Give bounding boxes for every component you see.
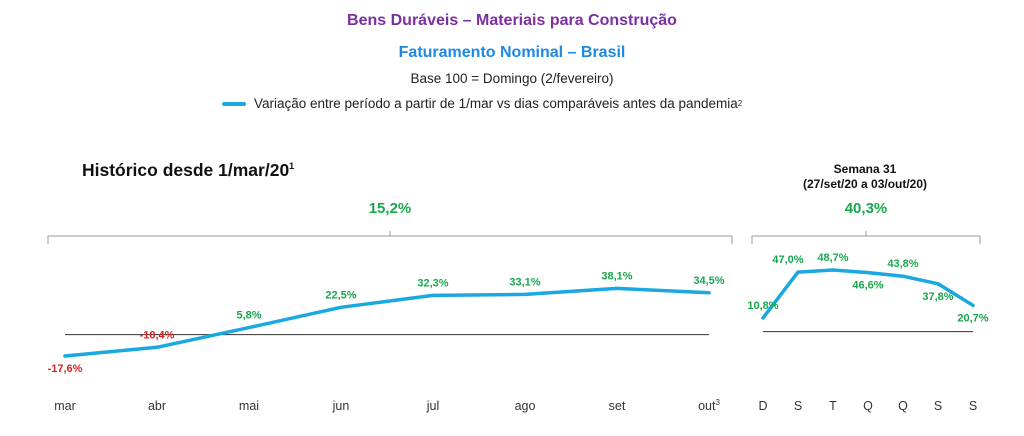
- week-data-point: [901, 274, 905, 278]
- history-data-point: [431, 293, 435, 297]
- legend-label: Variação entre período a partir de 1/mar…: [254, 96, 738, 111]
- week-data-point: [796, 270, 800, 274]
- week-bracket: [751, 231, 981, 244]
- history-data-point: [615, 286, 619, 290]
- history-title-text: Histórico desde 1/mar/20: [82, 160, 290, 180]
- history-data-label: 33,1%: [509, 276, 540, 288]
- history-x-tick-label: jun: [332, 399, 350, 413]
- history-title-footnote: 1: [289, 161, 295, 172]
- history-chart-title: Histórico desde 1/mar/201: [82, 160, 294, 181]
- history-data-label: 38,1%: [601, 270, 632, 282]
- week-data-label: 20,7%: [957, 312, 988, 324]
- legend-line-swatch: [222, 101, 246, 106]
- history-data-point: [247, 326, 251, 330]
- history-data-point: [339, 305, 343, 309]
- week-subtitle-text: (27/set/20 a 03/out/20): [802, 177, 928, 191]
- week-summary-value: 40,3%: [845, 200, 888, 217]
- history-data-point: [523, 292, 527, 296]
- page-subtitle: Faturamento Nominal – Brasil: [398, 44, 626, 61]
- history-x-tick-label: out3: [698, 398, 720, 413]
- history-data-point: [707, 291, 711, 295]
- week-data-point: [866, 271, 870, 275]
- legend-footnote: 2: [737, 99, 743, 108]
- history-summary-value: 15,2%: [369, 200, 412, 217]
- week-data-point: [936, 282, 940, 286]
- week-x-tick-label: Q: [898, 399, 908, 413]
- week-x-tick-label: S: [794, 399, 802, 413]
- base-note: Base 100 = Domingo (2/fevereiro): [410, 71, 614, 86]
- week-data-label: 43,8%: [887, 258, 918, 270]
- week-data-label: 37,8%: [922, 291, 953, 303]
- history-data-label: 5,8%: [236, 310, 261, 322]
- week-data-label: 10,8%: [747, 300, 778, 312]
- week-data-label: 48,7%: [817, 252, 848, 264]
- history-data-label: 32,3%: [417, 277, 448, 289]
- history-x-tick-label: ago: [515, 399, 536, 413]
- week-x-tick-label: Q: [863, 399, 873, 413]
- history-data-point: [155, 345, 159, 349]
- history-data-label: -10,4%: [140, 329, 175, 341]
- week-data-point: [831, 268, 835, 272]
- history-data-label: 22,5%: [325, 289, 356, 301]
- week-data-point: [971, 303, 975, 307]
- legend: Variação entre período a partir de 1/mar…: [222, 96, 742, 111]
- history-x-tick-footnote: 3: [715, 398, 720, 407]
- page-title: Bens Duráveis – Materiais para Construçã…: [347, 12, 677, 29]
- history-x-tick-label: abr: [148, 399, 166, 413]
- history-x-tick-label: mai: [239, 399, 259, 413]
- week-x-tick-label: D: [758, 399, 767, 413]
- history-data-point: [63, 354, 67, 358]
- history-data-label: -17,6%: [48, 363, 83, 375]
- week-data-point: [761, 316, 765, 320]
- history-x-tick-label: set: [609, 399, 626, 413]
- week-title-text: Semana 31: [833, 162, 897, 176]
- history-series-line: [63, 286, 711, 358]
- history-x-tick-label: mar: [54, 399, 76, 413]
- week-data-label: 46,6%: [852, 280, 883, 292]
- week-x-tick-label: S: [934, 399, 942, 413]
- week-chart-title: Semana 31 (27/set/20 a 03/out/20): [760, 162, 970, 192]
- week-data-label: 47,0%: [772, 254, 803, 266]
- week-x-tick-label: T: [829, 399, 837, 413]
- history-data-label: 34,5%: [693, 275, 724, 287]
- history-bracket: [47, 231, 733, 244]
- week-x-tick-label: S: [969, 399, 977, 413]
- history-x-tick-label: jul: [426, 399, 440, 413]
